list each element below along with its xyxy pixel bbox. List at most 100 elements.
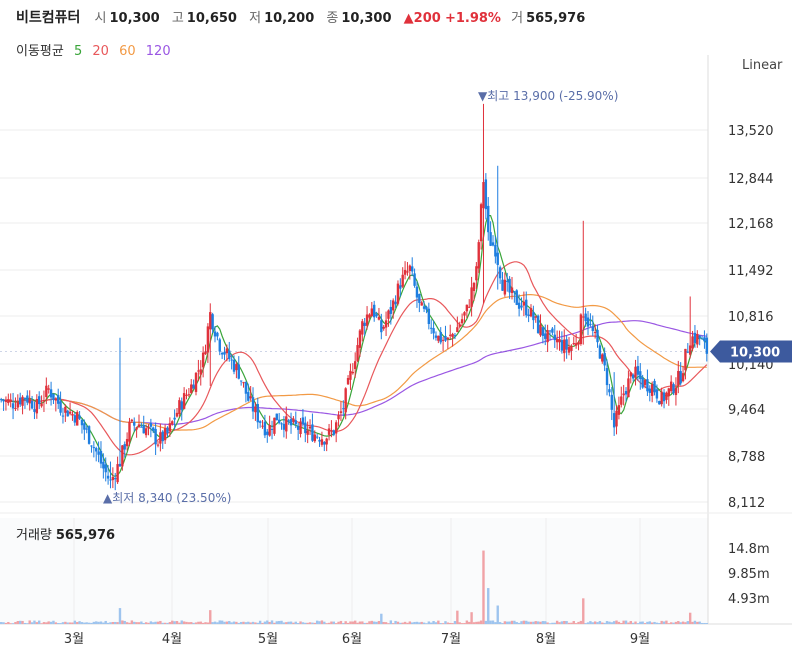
candle-body <box>536 315 540 334</box>
volume-bar <box>700 622 704 624</box>
volume-bar <box>199 621 202 624</box>
volume-panel-bg <box>0 518 708 624</box>
x-tick-label: 6월 <box>342 632 362 647</box>
candle-body <box>223 351 226 355</box>
candle-body <box>591 326 594 331</box>
candle-body <box>551 328 554 333</box>
candle-body <box>344 388 347 413</box>
volume-bar <box>451 623 454 624</box>
candle-body <box>520 305 523 308</box>
candle-body <box>66 410 69 417</box>
volume-bar <box>137 622 141 624</box>
candle-body <box>539 324 542 336</box>
volume-bar <box>149 621 153 624</box>
volume-bar <box>444 621 447 624</box>
candle-body <box>413 273 416 286</box>
volume-bar <box>515 622 518 624</box>
moving-average-legend[interactable]: 이동평균 5 20 60 120 <box>16 40 177 59</box>
volume-bar <box>346 622 350 624</box>
volume-bar <box>598 621 602 624</box>
candle-body <box>211 314 214 330</box>
volume-bar <box>586 622 590 624</box>
y-tick-label: 8,112 <box>728 496 765 511</box>
candle-body <box>420 302 423 306</box>
volume-bar <box>9 623 12 624</box>
candle-body <box>49 389 53 398</box>
candle-body <box>636 366 640 375</box>
candle-body <box>2 399 5 402</box>
candle-body <box>239 380 243 382</box>
candle-body <box>399 285 402 289</box>
volume-bar <box>681 621 685 624</box>
volume-bar <box>152 622 155 624</box>
scale-toggle[interactable]: Linear <box>742 58 783 73</box>
volume-bar <box>449 622 452 624</box>
candle-body <box>92 447 96 449</box>
candle-body <box>356 345 359 361</box>
volume-bar <box>0 622 3 624</box>
candle-body <box>168 423 172 432</box>
volume-bar <box>47 621 50 624</box>
candle-body <box>589 323 592 325</box>
volume-bar <box>622 620 625 624</box>
candle-body <box>472 283 476 291</box>
volume-bar <box>11 623 15 624</box>
close-label: 종 <box>326 11 339 26</box>
volume-bar <box>679 622 682 624</box>
volume-bar <box>372 621 376 624</box>
candle-body <box>688 345 692 355</box>
volume-bar <box>80 622 84 624</box>
volume-bar <box>45 622 48 624</box>
candle-body <box>696 333 699 345</box>
candle-body <box>275 413 278 421</box>
volume-bar <box>159 620 162 624</box>
volume-bar <box>33 620 36 624</box>
candle-body <box>365 314 369 326</box>
volume-bar <box>225 621 229 624</box>
change-percent: +1.98% <box>444 11 501 26</box>
candle-body <box>517 302 521 309</box>
volume-bar <box>648 621 651 624</box>
volume-bar <box>361 621 364 624</box>
volume-bar <box>610 622 613 624</box>
volume-bar <box>425 623 428 624</box>
volume-bar <box>292 622 295 624</box>
candle-body <box>266 431 269 435</box>
volume-bar <box>634 621 637 624</box>
candle-body <box>432 328 435 334</box>
volume-bar <box>211 622 214 624</box>
candle-body <box>370 308 374 317</box>
volume-bar <box>631 622 635 624</box>
volume-bar <box>437 620 440 624</box>
candle-body <box>548 330 552 332</box>
volume-panel-value: 565,976 <box>55 528 116 543</box>
candle-body <box>327 428 331 435</box>
volume-bar <box>453 621 457 624</box>
volume-bar <box>660 620 663 624</box>
min-annotation: ▲최저 8,340 (23.50%) <box>103 491 231 505</box>
volume-bar <box>71 622 74 624</box>
candle-body <box>693 332 697 343</box>
candle-body <box>313 434 316 442</box>
volume-bar <box>686 621 690 624</box>
candle-body <box>487 205 490 233</box>
volume-bar <box>66 622 69 624</box>
volume-bar <box>596 622 599 624</box>
candle-body <box>306 430 309 435</box>
volume-bar <box>465 620 469 624</box>
candle-body <box>560 340 564 351</box>
volume-bar <box>546 622 549 624</box>
volume-bar <box>688 612 692 624</box>
candle-body <box>45 385 48 398</box>
volume-bar <box>441 623 445 624</box>
low-label: 저 <box>249 11 262 26</box>
volume-bar <box>171 620 174 624</box>
candle-body <box>106 475 110 479</box>
volume-bar <box>430 622 433 624</box>
volume-bar <box>510 620 514 624</box>
candle-body <box>660 391 663 405</box>
candle-body <box>672 384 675 394</box>
candle-body <box>235 364 238 371</box>
volume-bar <box>261 622 264 624</box>
